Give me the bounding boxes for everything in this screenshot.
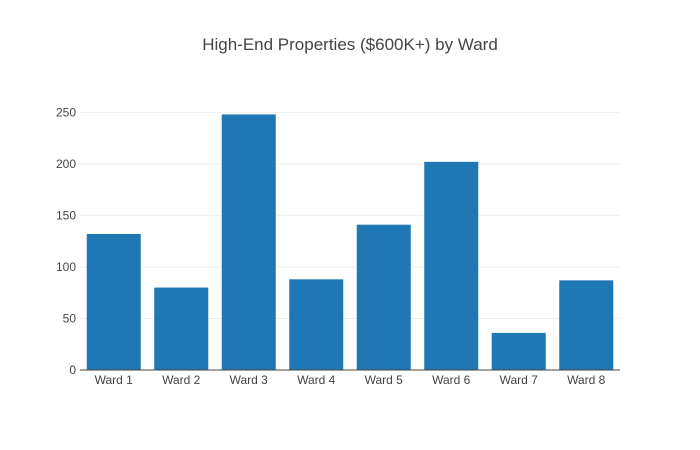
- y-tick-label: 150: [56, 208, 76, 222]
- y-axis-tick-labels: 0 50 100 150 200 250: [56, 105, 76, 377]
- bar[interactable]: [491, 332, 546, 370]
- x-tick-label: Ward 6: [432, 373, 471, 387]
- bar[interactable]: [356, 224, 411, 370]
- x-tick-label: Ward 2: [162, 373, 201, 387]
- x-tick-label: Ward 4: [297, 373, 336, 387]
- x-tick-label: Ward 1: [95, 373, 134, 387]
- x-axis-tick-labels: Ward 1 Ward 2 Ward 3 Ward 4 Ward 5 Ward 6 Ward…: [95, 373, 606, 387]
- bar[interactable]: [559, 280, 614, 370]
- y-tick-label: 250: [56, 105, 76, 119]
- x-tick-label: Ward 5: [365, 373, 404, 387]
- bar[interactable]: [221, 114, 276, 370]
- y-tick-label: 200: [56, 157, 76, 171]
- bar[interactable]: [154, 287, 209, 370]
- y-tick-label: 100: [56, 260, 76, 274]
- x-tick-label: Ward 3: [230, 373, 269, 387]
- bars: [86, 114, 614, 370]
- x-tick-label: Ward 8: [567, 373, 606, 387]
- y-tick-label: 50: [63, 311, 77, 325]
- y-tick-label: 0: [69, 363, 76, 377]
- bar[interactable]: [289, 279, 344, 370]
- bar[interactable]: [86, 233, 141, 370]
- x-tick-label: Ward 7: [500, 373, 539, 387]
- bar[interactable]: [424, 161, 479, 370]
- chart-title: High-End Properties ($600K+) by Ward: [202, 35, 498, 54]
